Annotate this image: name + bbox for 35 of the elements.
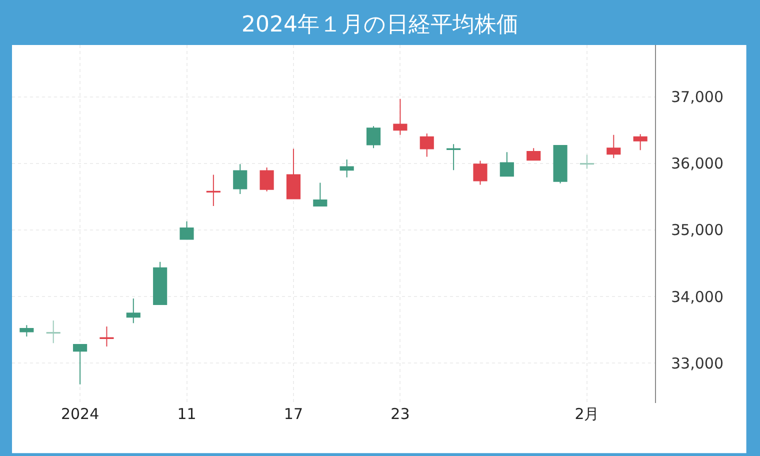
candlestick (500, 152, 514, 177)
candlestick (180, 220, 194, 240)
candlestick (73, 344, 88, 385)
y-tick-label: 36,000 (671, 154, 724, 173)
candlestick (153, 261, 168, 306)
x-tick-label: 23 (390, 405, 410, 423)
x-tick-label: 17 (284, 405, 304, 423)
candlestick (313, 182, 328, 207)
candlestick (580, 154, 594, 170)
candlestick (446, 144, 461, 171)
candlestick (286, 148, 301, 200)
y-tick-label: 37,000 (671, 88, 724, 106)
candlestick (526, 148, 541, 161)
y-tick-label: 35,000 (671, 221, 724, 240)
candlestick (100, 326, 114, 347)
y-tick-label: 33,000 (671, 354, 724, 372)
candlestick (20, 324, 34, 337)
candlestick (420, 133, 434, 158)
candlestick (260, 166, 274, 192)
candlestick (206, 174, 220, 207)
y-tick-label: 34,000 (671, 288, 724, 306)
candlestick (606, 134, 621, 159)
candlestick (126, 298, 140, 324)
candlestick (393, 98, 408, 136)
candlestick (553, 144, 568, 184)
x-tick-label: 2024 (60, 405, 100, 423)
x-tick-label: 11 (177, 405, 196, 423)
candlestick (46, 320, 60, 344)
candlestick (473, 160, 488, 186)
candlestick (340, 158, 354, 178)
candlestick (233, 164, 248, 195)
chart-title: 2024年１月の日経平均株価 (242, 12, 518, 38)
x-tick-label: 2月 (574, 405, 600, 423)
candlestick (366, 126, 381, 149)
candlestick (633, 134, 648, 151)
